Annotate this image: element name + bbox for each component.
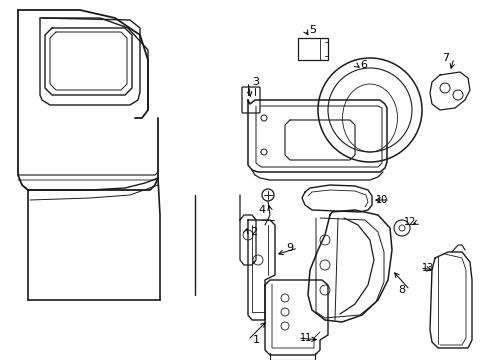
Text: 10: 10 [375, 195, 387, 205]
Text: 13: 13 [421, 263, 433, 273]
Text: 3: 3 [252, 77, 259, 87]
Text: 2: 2 [250, 227, 257, 237]
Bar [297, 38, 327, 60]
Text: 11: 11 [299, 333, 311, 343]
Text: 5: 5 [309, 25, 316, 35]
Text: 8: 8 [398, 285, 405, 295]
Text: 4: 4 [258, 205, 265, 215]
Text: 6: 6 [360, 60, 367, 70]
Text: 7: 7 [442, 53, 448, 63]
Text: 12: 12 [403, 217, 415, 227]
Text: 1: 1 [252, 335, 259, 345]
Text: 9: 9 [286, 243, 293, 253]
